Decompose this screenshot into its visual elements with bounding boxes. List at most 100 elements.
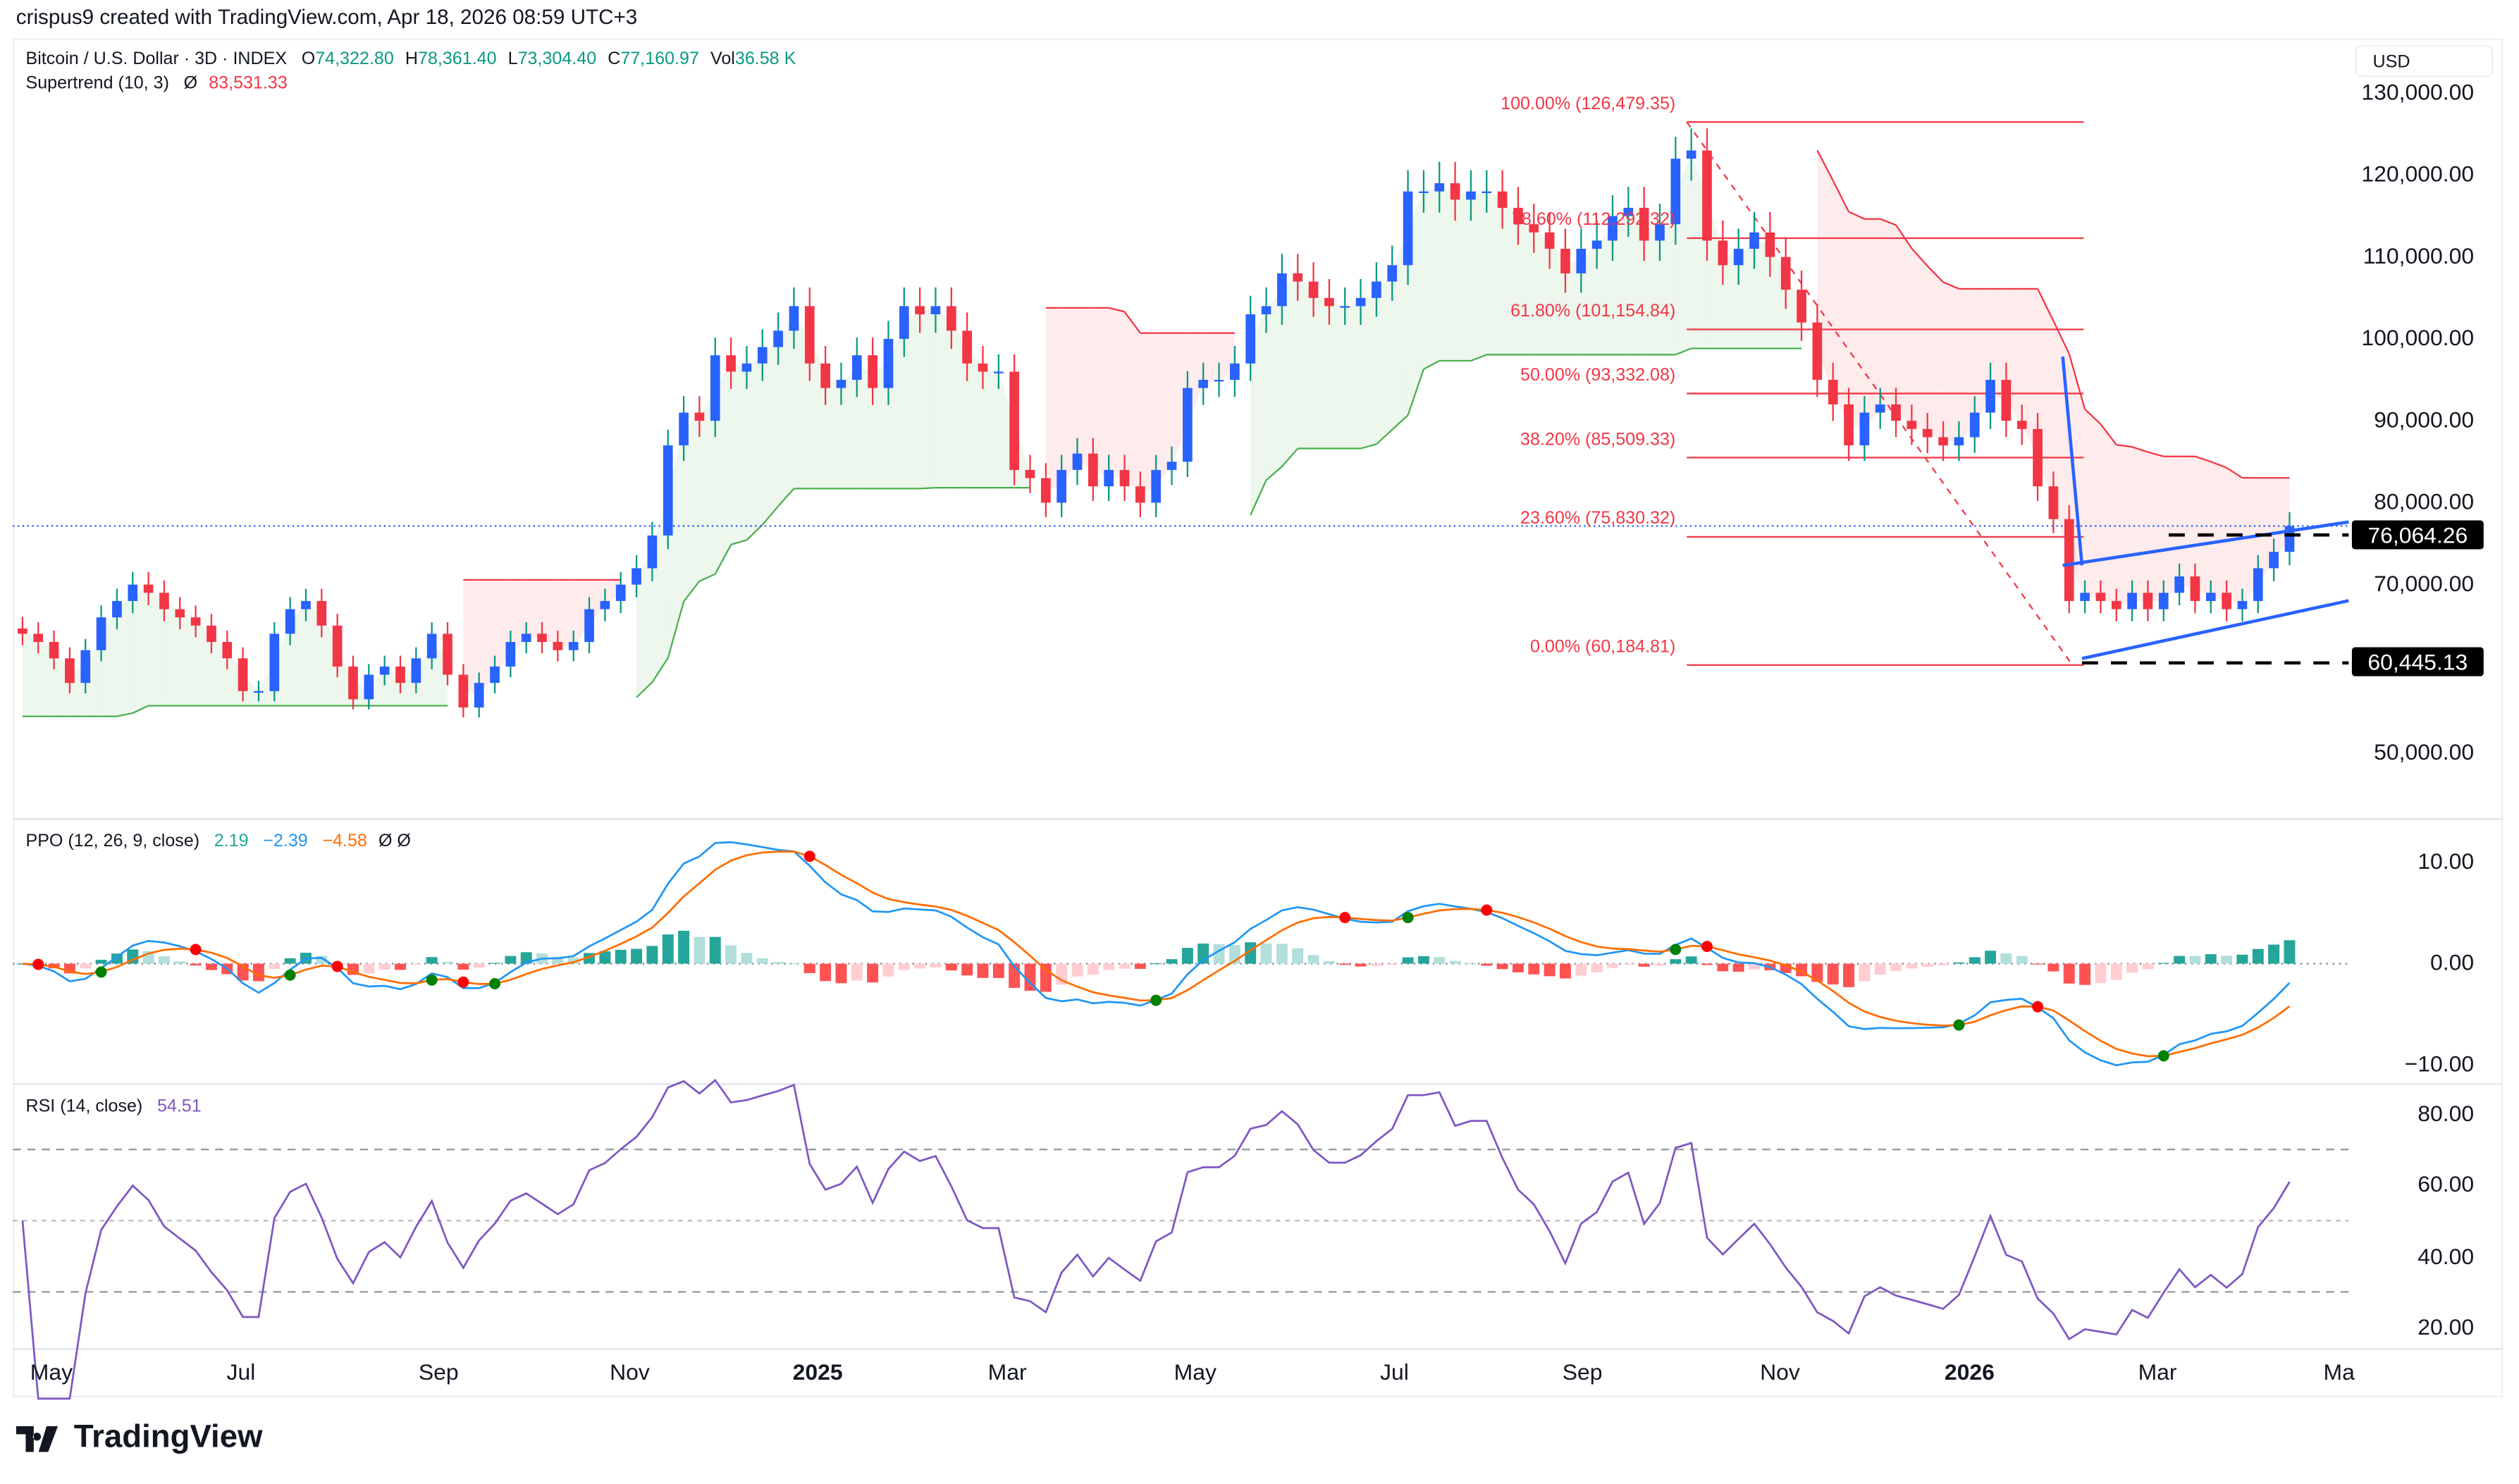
time-tick: May bbox=[30, 1359, 73, 1385]
ppo-histogram-bar bbox=[111, 953, 123, 964]
ppo-histogram-bar bbox=[1465, 963, 1477, 965]
candle-body bbox=[2095, 593, 2106, 601]
candle-body bbox=[285, 609, 295, 634]
candle-body bbox=[1214, 380, 1224, 382]
high-value: 78,361.40 bbox=[418, 49, 497, 70]
time-tick: Nov bbox=[1760, 1359, 1800, 1385]
candle-body bbox=[978, 363, 988, 372]
supertrend-fill bbox=[1077, 307, 1093, 470]
candle-body bbox=[1324, 297, 1334, 307]
ppo-histogram-bar bbox=[1528, 963, 1540, 975]
supertrend-fill bbox=[1140, 333, 1157, 495]
supertrend-line-segment bbox=[2195, 455, 2212, 463]
ppo-histogram-bar bbox=[1843, 963, 1854, 987]
ppo-legend[interactable]: PPO (12, 26, 9, close) 2.19 −2.39 −4.58 … bbox=[25, 832, 410, 851]
supertrend-line-segment bbox=[2226, 466, 2243, 479]
supertrend-fill bbox=[1313, 290, 1329, 449]
supertrend-fill bbox=[2116, 445, 2133, 605]
low-label: L bbox=[507, 49, 518, 70]
time-tick: Nov bbox=[610, 1359, 650, 1385]
ppo-histogram-bar bbox=[1921, 963, 1933, 967]
candle-body bbox=[238, 658, 248, 691]
currency-selector[interactable]: USD bbox=[2355, 44, 2494, 78]
supertrend-fill bbox=[133, 588, 149, 714]
ppo-histogram-bar bbox=[835, 963, 847, 984]
ppo-histogram-bar bbox=[158, 956, 170, 964]
candle-body bbox=[1419, 191, 1429, 193]
candle-body bbox=[1655, 224, 1665, 241]
candle-body bbox=[1733, 249, 1744, 266]
supertrend-fill bbox=[526, 579, 543, 638]
ppo-histogram-bar bbox=[2221, 956, 2233, 964]
ppo-histogram-bar bbox=[2268, 944, 2280, 964]
ppo-histogram-bar bbox=[1638, 963, 1650, 967]
ppo-histogram-bar bbox=[1292, 948, 1304, 964]
candle-body bbox=[615, 584, 626, 601]
ppo-histogram-bar bbox=[1985, 951, 1997, 964]
candle-body bbox=[2127, 593, 2137, 610]
candle-body bbox=[1608, 216, 1618, 241]
ppo-histogram-bar bbox=[442, 961, 453, 964]
supertrend-line-segment bbox=[1376, 428, 1393, 445]
fib-trend-line bbox=[1686, 121, 2074, 666]
supertrend-fill bbox=[1612, 211, 1629, 355]
supertrend-fill bbox=[479, 579, 495, 695]
candle-body bbox=[1230, 363, 1240, 381]
candle-body bbox=[804, 306, 815, 364]
ppo-bear-cross-dot bbox=[457, 976, 469, 988]
supertrend-line-segment bbox=[761, 505, 779, 526]
candle-body bbox=[1293, 273, 1303, 282]
candle-body bbox=[1780, 256, 1791, 290]
candle-body bbox=[33, 633, 44, 643]
candle-body bbox=[1812, 322, 1823, 381]
candle-body bbox=[1009, 371, 1019, 470]
candle-body bbox=[2143, 593, 2153, 610]
candle-body bbox=[1040, 478, 1051, 503]
candle-body bbox=[1025, 469, 1035, 478]
supertrend-fill bbox=[1439, 187, 1455, 361]
ppo-histogram-bar bbox=[520, 952, 532, 964]
ppo-histogram-bar bbox=[2047, 963, 2059, 972]
price-tick: 50,000.00 bbox=[2374, 738, 2475, 765]
ppo-histogram-bar bbox=[977, 963, 989, 978]
ppo-histogram-bar bbox=[1953, 962, 1965, 964]
supertrend-legend[interactable]: Supertrend (10, 3) Ø 83,531.33 bbox=[25, 74, 287, 93]
ppo-histogram-bar bbox=[803, 963, 815, 974]
ppo-histogram-bar bbox=[1181, 948, 1193, 964]
ppo-signal-value: −4.58 bbox=[322, 831, 367, 852]
tradingview-logo[interactable]: TradingView bbox=[16, 1420, 263, 1457]
candle-body bbox=[1166, 462, 1177, 470]
price-tick: 100,000.00 bbox=[2361, 324, 2475, 350]
time-tick: Mar bbox=[987, 1359, 1027, 1385]
time-tick: May bbox=[1174, 1359, 1217, 1385]
ppo-histogram-bar bbox=[788, 963, 800, 965]
ppo-histogram-bar bbox=[1606, 963, 1618, 968]
ppo-bull-cross-dot bbox=[1953, 1019, 1965, 1031]
ppo-histogram-bar bbox=[80, 963, 92, 969]
supertrend-line-segment bbox=[1391, 414, 1409, 431]
ppo-histogram-bar bbox=[2000, 953, 2012, 964]
ppo-line bbox=[22, 841, 2291, 1067]
supertrend-fill bbox=[1534, 228, 1550, 355]
close-label: C bbox=[608, 49, 621, 70]
ppo-histogram-bar bbox=[930, 963, 942, 968]
rsi-legend[interactable]: RSI (14, close) 54.51 bbox=[25, 1097, 201, 1116]
supertrend-line-segment bbox=[2052, 320, 2070, 354]
tradingview-logo-icon bbox=[16, 1425, 58, 1452]
supertrend-line-segment bbox=[1880, 218, 1897, 226]
supertrend-fill bbox=[1943, 282, 1959, 442]
candle-body bbox=[2190, 576, 2200, 601]
candle-body bbox=[1072, 453, 1083, 470]
supertrend-line-segment bbox=[2131, 446, 2148, 453]
ppo-histogram-bar bbox=[1134, 963, 1146, 969]
supertrend-fill bbox=[1880, 218, 1897, 413]
ppo-histogram-bar bbox=[2095, 963, 2107, 984]
supertrend-fill bbox=[1738, 240, 1754, 349]
candle-body bbox=[1891, 404, 1901, 421]
symbol-name[interactable]: Bitcoin / U.S. Dollar · 3D · INDEX bbox=[25, 49, 288, 70]
supertrend-fill bbox=[983, 367, 999, 488]
ppo-tick: 0.00 bbox=[2430, 949, 2475, 975]
supertrend-fill bbox=[935, 310, 951, 488]
fib-level-label: 61.80% (101,154.84) bbox=[1510, 302, 1676, 322]
